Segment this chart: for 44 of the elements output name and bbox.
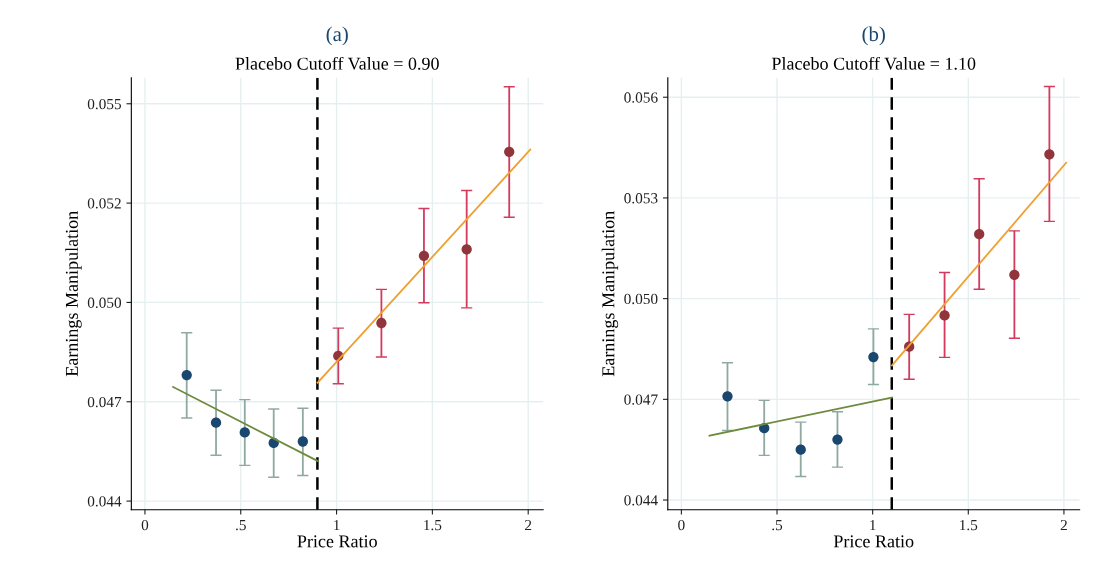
point (832, 434, 843, 445)
point (297, 436, 308, 447)
y-axis-title: Earnings Manipulation (601, 211, 619, 377)
chart-title: (b) (862, 26, 885, 46)
y-axis-title: Earnings Manipulation (65, 211, 82, 377)
point (722, 391, 733, 402)
point (181, 369, 192, 381)
y-tick-label: 0.044 (87, 496, 122, 507)
x-tick-label: 2 (525, 519, 532, 531)
point (868, 351, 879, 363)
y-tick-label: 0.050 (624, 293, 658, 305)
x-axis-title: Price Ratio (297, 535, 377, 548)
y-tick-label: 0.056 (624, 92, 658, 103)
point (504, 146, 515, 157)
y-tick-label: 0.047 (624, 394, 658, 405)
point (418, 250, 430, 261)
y-tick-label: 0.047 (87, 396, 122, 408)
y-tick-label: 0.055 (87, 98, 122, 110)
x-tick-label: 2 (1060, 519, 1067, 531)
point (210, 417, 222, 428)
x-axis-title: Price Ratio (833, 535, 914, 548)
x-tick-label: 0 (141, 519, 149, 531)
chart-subtitle: Placebo Cutoff Value = 1.10 (771, 56, 976, 70)
point (974, 229, 985, 240)
chart-title: (a) (326, 26, 348, 46)
x-tick-label: .5 (772, 520, 783, 531)
point (239, 427, 250, 438)
x-tick-label: .5 (236, 520, 246, 531)
x-tick-label: 1.5 (424, 520, 442, 531)
x-tick-label: 1.5 (960, 520, 978, 531)
point (461, 244, 472, 255)
x-tick-label: 1 (334, 520, 340, 531)
point (939, 310, 950, 321)
point (1009, 269, 1020, 280)
y-tick-label: 0.053 (624, 193, 658, 204)
x-tick-label: 0 (678, 519, 685, 531)
y-tick-label: 0.052 (87, 198, 121, 209)
y-tick-label: 0.044 (624, 495, 658, 506)
point (376, 317, 387, 329)
y-tick-label: 0.050 (87, 297, 122, 308)
point (1044, 149, 1055, 160)
chart-subtitle: Placebo Cutoff Value = 0.90 (235, 56, 439, 70)
x-tick-label: 1 (870, 520, 876, 531)
point (795, 444, 806, 455)
